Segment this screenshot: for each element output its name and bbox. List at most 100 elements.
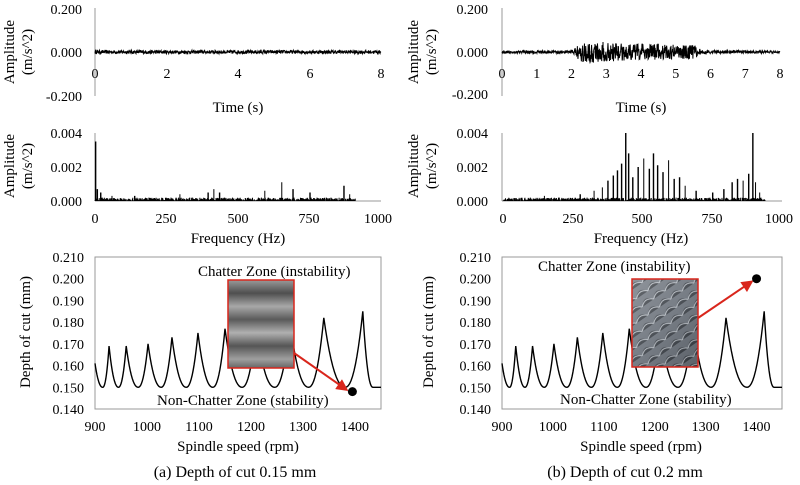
b-sld-xtick-1: 1000 xyxy=(539,420,567,435)
a-time-signal xyxy=(94,48,382,56)
b-time-xticks: 0 1 2 3 4 5 6 7 8 xyxy=(499,67,784,82)
a-sld-ytick-0: 0.210 xyxy=(53,251,85,266)
b-sld-ytick-0: 0.210 xyxy=(460,251,492,266)
b-sld-xlabel: Spindle speed (rpm) xyxy=(580,439,702,455)
a-sld-ytick-1: 0.200 xyxy=(53,273,85,288)
a-sld-xtick-5: 1400 xyxy=(341,420,369,435)
b-sld-ytick-3: 0.180 xyxy=(460,316,492,331)
b-inset-arrow xyxy=(697,280,754,319)
b-freq-xtick-1: 250 xyxy=(563,212,584,227)
panel-a: Amplitude (m/s^2) 0.200 0.000 -0.200 0 2… xyxy=(2,3,392,481)
b-time-ytick-2: -0.200 xyxy=(452,88,488,103)
b-freq-xtick-4: 1000 xyxy=(765,212,793,227)
b-cut-point xyxy=(752,274,762,284)
b-sld-ytick-4: 0.170 xyxy=(460,338,492,353)
b-sld-ytick-6: 0.150 xyxy=(460,381,492,396)
b-sld-ytick-7: 0.140 xyxy=(460,403,492,418)
b-inset-sheen xyxy=(632,279,698,367)
a-freq-plot: Amplitude (m/s^2) 0.004 0.002 0.000 0 25… xyxy=(2,127,392,247)
a-freq-ylabel-line2: (m/s^2) xyxy=(20,143,36,189)
a-time-ytick-1: 0.000 xyxy=(51,46,83,61)
b-freq-xtick-3: 750 xyxy=(702,212,723,227)
a-sld-plot: Depth of cut (mm) 0.210 0.200 0.190 0.180 0.… xyxy=(18,251,382,481)
b-sld-ytick-1: 0.200 xyxy=(460,273,492,288)
b-time-xtick-0: 0 xyxy=(499,67,506,82)
a-sld-xtick-4: 1300 xyxy=(289,420,317,435)
b-time-xtick-4: 4 xyxy=(638,67,645,82)
b-time-xtick-8: 8 xyxy=(777,67,784,82)
b-sld-ytick-5: 0.160 xyxy=(460,360,492,375)
a-sld-xtick-2: 1100 xyxy=(185,420,212,435)
b-sld-lobes xyxy=(501,311,782,389)
a-cut-point xyxy=(347,387,357,397)
a-time-xlabel: Time (s) xyxy=(213,100,264,116)
a-sld-xlabel: Spindle speed (rpm) xyxy=(177,439,299,455)
b-time-xtick-3: 3 xyxy=(603,67,610,82)
a-time-xtick-1: 2 xyxy=(164,67,171,82)
b-sld-yticks: 0.210 0.200 0.190 0.180 0.170 0.160 0.150 0.140 xyxy=(460,251,492,418)
a-freq-ytick-0: 0.004 xyxy=(51,127,83,142)
b-freq-ytick-2: 0.000 xyxy=(457,195,489,210)
b-sld-xtick-2: 1100 xyxy=(590,420,617,435)
b-sld-ylabel: Depth of cut (mm) xyxy=(421,276,437,388)
b-sld-xtick-4: 1300 xyxy=(692,420,720,435)
a-non-chatter-zone-label: Non-Chatter Zone (stability) xyxy=(157,393,329,409)
a-sld-ytick-6: 0.150 xyxy=(53,381,85,396)
a-sld-xticks: 900 1000 1100 1200 1300 1400 xyxy=(85,420,370,435)
a-sld-ytick-3: 0.180 xyxy=(53,316,85,331)
a-freq-xtick-0: 0 xyxy=(92,212,99,227)
a-time-xtick-0: 0 xyxy=(92,67,99,82)
b-time-ylabel-line1: Amplitude xyxy=(406,20,422,85)
b-freq-xtick-2: 500 xyxy=(632,212,653,227)
a-time-ytick-2: -0.200 xyxy=(46,90,82,105)
a-freq-xtick-2: 500 xyxy=(228,212,249,227)
a-freq-xtick-3: 750 xyxy=(299,212,320,227)
a-sld-ytick-5: 0.160 xyxy=(53,360,85,375)
b-time-xtick-7: 7 xyxy=(742,67,749,82)
a-time-xtick-3: 6 xyxy=(307,67,314,82)
a-time-ylabel: Amplitude (m/s^2) xyxy=(2,20,36,85)
b-sld-xtick-3: 1200 xyxy=(641,420,669,435)
a-time-plot: Amplitude (m/s^2) 0.200 0.000 -0.200 0 2… xyxy=(2,3,385,116)
a-sld-ytick-4: 0.170 xyxy=(53,338,85,353)
a-inset-arrow xyxy=(293,352,349,392)
b-caption: (b) Depth of cut 0.2 mm xyxy=(547,464,703,481)
a-sld-xtick-1: 1000 xyxy=(133,420,161,435)
b-freq-plot: Amplitude (m/s^2) 0.004 0.002 0.000 0 25… xyxy=(406,127,793,247)
b-time-plot: Amplitude (m/s^2) 0.200 0.000 -0.200 0 1 2… xyxy=(406,3,784,116)
a-sld-lobes xyxy=(94,311,381,389)
a-sld-ytick-7: 0.140 xyxy=(53,403,85,418)
b-freq-ytick-1: 0.002 xyxy=(457,161,489,176)
a-sld-xtick-3: 1200 xyxy=(237,420,265,435)
a-sld-ylabel: Depth of cut (mm) xyxy=(18,276,34,388)
a-time-xtick-4: 8 xyxy=(378,67,385,82)
b-freq-ylabel-line1: Amplitude xyxy=(406,134,422,199)
a-freq-spectrum xyxy=(94,141,356,201)
b-freq-spectrum xyxy=(502,133,766,201)
b-freq-xtick-0: 0 xyxy=(500,212,507,227)
a-time-ylabel-line2: (m/s^2) xyxy=(20,29,36,75)
a-sld-ytick-2: 0.190 xyxy=(53,294,85,309)
a-sld-xtick-0: 900 xyxy=(85,420,106,435)
b-time-xtick-5: 5 xyxy=(672,67,679,82)
b-inset-border xyxy=(631,278,699,368)
b-time-signal xyxy=(501,41,781,65)
b-time-xlabel: Time (s) xyxy=(616,100,667,116)
b-freq-xlabel: Frequency (Hz) xyxy=(594,231,689,247)
a-freq-xtick-4: 1000 xyxy=(364,212,392,227)
a-inset-border xyxy=(227,279,295,369)
b-sld-xtick-5: 1400 xyxy=(743,420,771,435)
b-time-xtick-6: 6 xyxy=(707,67,714,82)
a-freq-ytick-2: 0.000 xyxy=(51,195,83,210)
b-chatter-zone-label: Chatter Zone (instability) xyxy=(538,259,690,275)
a-freq-xlabel: Frequency (Hz) xyxy=(191,231,286,247)
a-freq-ytick-1: 0.002 xyxy=(51,161,83,176)
b-freq-ytick-0: 0.004 xyxy=(457,127,489,142)
a-chatter-zone-label: Chatter Zone (instability) xyxy=(198,264,350,280)
a-freq-xtick-1: 250 xyxy=(156,212,177,227)
b-chatter-inset xyxy=(631,278,699,368)
b-non-chatter-zone-label: Non-Chatter Zone (stability) xyxy=(560,392,732,408)
b-time-ytick-0: 0.200 xyxy=(457,3,489,18)
a-time-ylabel-line1: Amplitude xyxy=(2,20,18,85)
